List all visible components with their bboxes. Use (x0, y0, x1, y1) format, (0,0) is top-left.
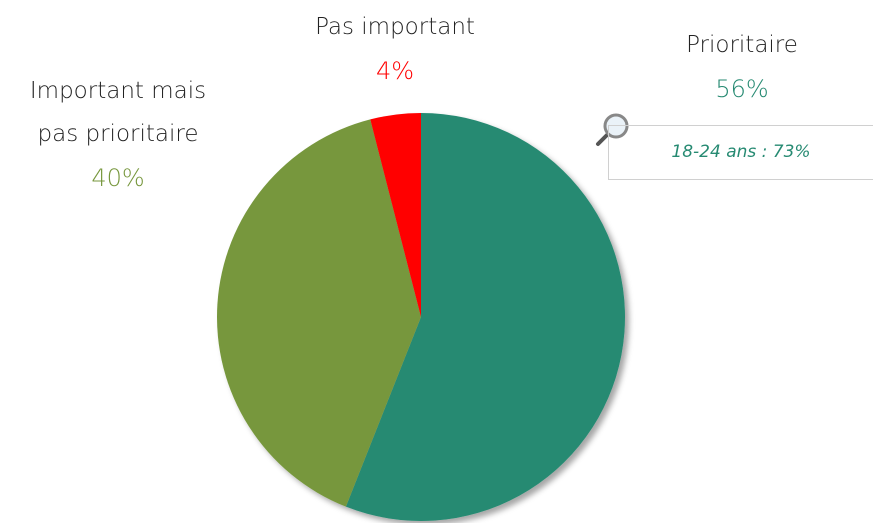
slice-label: Pas important 4% (295, 6, 495, 93)
category-name: Pas important (315, 14, 475, 40)
slice-label: Important mais pas prioritaire 40% (18, 70, 218, 200)
pie (216, 113, 625, 521)
slice-label: Prioritaire 56% (642, 24, 842, 111)
pie-slice (216, 119, 421, 507)
category-name: Prioritaire (686, 32, 798, 58)
value-label: 40% (91, 164, 145, 192)
annotation: 18-24 ans : 73% (671, 142, 811, 162)
annotation-box: 18-24 ans : 73% (608, 125, 873, 180)
category-name: Important mais pas prioritaire (29, 78, 207, 147)
value-label: 56% (715, 75, 769, 103)
pie-slice (345, 113, 625, 521)
value-label: 4% (375, 57, 415, 85)
pie-slice (370, 113, 421, 317)
magnifier-icon (596, 113, 629, 146)
